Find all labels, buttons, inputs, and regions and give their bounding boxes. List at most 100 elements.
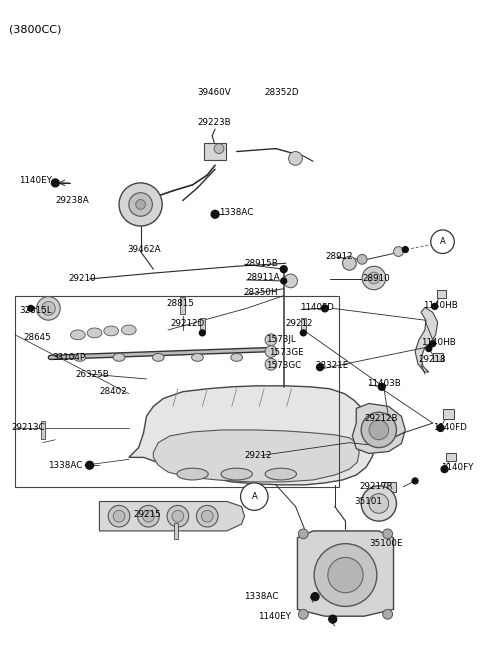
Bar (446, 453, 456, 461)
Circle shape (322, 305, 328, 312)
Bar (381, 482, 396, 492)
Circle shape (299, 609, 308, 619)
Circle shape (129, 193, 152, 216)
Circle shape (299, 529, 308, 539)
Text: 28815: 28815 (166, 299, 194, 308)
Circle shape (432, 303, 438, 309)
Polygon shape (298, 531, 394, 616)
Circle shape (51, 179, 59, 187)
Circle shape (265, 334, 277, 346)
Text: 29238A: 29238A (55, 196, 89, 205)
Text: 1140EY: 1140EY (19, 176, 52, 185)
Text: A: A (440, 237, 445, 246)
Text: 1573JL: 1573JL (266, 335, 296, 345)
Circle shape (437, 424, 444, 432)
Circle shape (196, 506, 218, 527)
Polygon shape (99, 502, 244, 531)
Text: 29210: 29210 (68, 274, 96, 284)
Circle shape (412, 478, 418, 484)
Text: 1140FY: 1140FY (441, 462, 473, 472)
Text: 11403B: 11403B (367, 379, 401, 388)
Bar (443, 409, 454, 419)
Text: 28350H: 28350H (243, 288, 278, 297)
Text: 1140HB: 1140HB (421, 338, 456, 347)
Text: 35101: 35101 (354, 497, 382, 506)
Circle shape (300, 330, 306, 336)
Text: 28321E: 28321E (315, 361, 348, 369)
Text: 1140HB: 1140HB (423, 301, 458, 310)
Polygon shape (352, 403, 405, 453)
Text: 1338AC: 1338AC (48, 460, 83, 470)
Text: 1140FD: 1140FD (433, 424, 467, 432)
Circle shape (199, 330, 205, 336)
Circle shape (280, 266, 287, 272)
Bar (180, 297, 185, 314)
Text: 29215: 29215 (134, 510, 161, 519)
Text: 35100E: 35100E (369, 539, 403, 548)
Text: 28352D: 28352D (264, 88, 299, 97)
Bar (301, 318, 306, 332)
Text: 1338AC: 1338AC (244, 592, 279, 601)
Ellipse shape (104, 326, 119, 336)
Text: 1338AC: 1338AC (219, 208, 253, 217)
Text: 29217R: 29217R (359, 482, 393, 491)
Bar (174, 523, 178, 539)
Text: (3800CC): (3800CC) (9, 24, 61, 34)
Bar (204, 143, 226, 160)
Circle shape (42, 301, 55, 315)
Circle shape (311, 593, 319, 601)
Text: 28402: 28402 (99, 387, 127, 396)
Text: 29213C: 29213C (11, 424, 45, 432)
Text: 1573GC: 1573GC (266, 361, 301, 369)
Circle shape (143, 510, 155, 522)
Circle shape (369, 494, 389, 514)
Circle shape (288, 151, 302, 165)
Circle shape (402, 247, 408, 253)
Text: 29223B: 29223B (197, 118, 231, 126)
Circle shape (265, 346, 277, 358)
Ellipse shape (231, 354, 242, 362)
Text: 1140EY: 1140EY (258, 612, 291, 621)
Bar (437, 290, 446, 297)
Circle shape (430, 341, 436, 346)
Circle shape (265, 358, 277, 370)
Circle shape (329, 615, 336, 623)
Text: 28910: 28910 (362, 274, 390, 284)
Circle shape (343, 256, 356, 270)
Circle shape (281, 278, 287, 284)
Circle shape (86, 461, 94, 469)
Ellipse shape (71, 330, 85, 340)
Circle shape (214, 143, 224, 153)
Text: 26325B: 26325B (75, 369, 108, 379)
Text: 28645: 28645 (23, 333, 51, 343)
Circle shape (167, 506, 189, 527)
Ellipse shape (265, 468, 297, 480)
Circle shape (426, 346, 432, 352)
Text: 32815L: 32815L (19, 306, 52, 315)
Circle shape (441, 466, 448, 473)
Circle shape (369, 420, 389, 440)
Circle shape (362, 266, 386, 290)
Circle shape (383, 609, 393, 619)
Circle shape (361, 412, 396, 447)
Bar (200, 318, 205, 332)
Circle shape (113, 510, 125, 522)
Text: 33104P: 33104P (52, 353, 85, 362)
Text: 1140FD: 1140FD (300, 303, 334, 312)
Circle shape (314, 544, 377, 607)
Circle shape (378, 383, 385, 390)
Polygon shape (153, 430, 359, 482)
Text: 29212: 29212 (244, 451, 272, 460)
Bar (41, 421, 45, 439)
Ellipse shape (87, 328, 102, 338)
Ellipse shape (74, 354, 86, 362)
Bar (433, 354, 443, 362)
Text: 1573GE: 1573GE (269, 348, 304, 357)
Text: 29212B: 29212B (364, 414, 397, 422)
Circle shape (328, 557, 363, 593)
Polygon shape (129, 386, 376, 485)
Circle shape (394, 247, 403, 256)
Circle shape (28, 305, 34, 311)
Circle shape (202, 510, 213, 522)
Text: 29212: 29212 (286, 318, 313, 328)
